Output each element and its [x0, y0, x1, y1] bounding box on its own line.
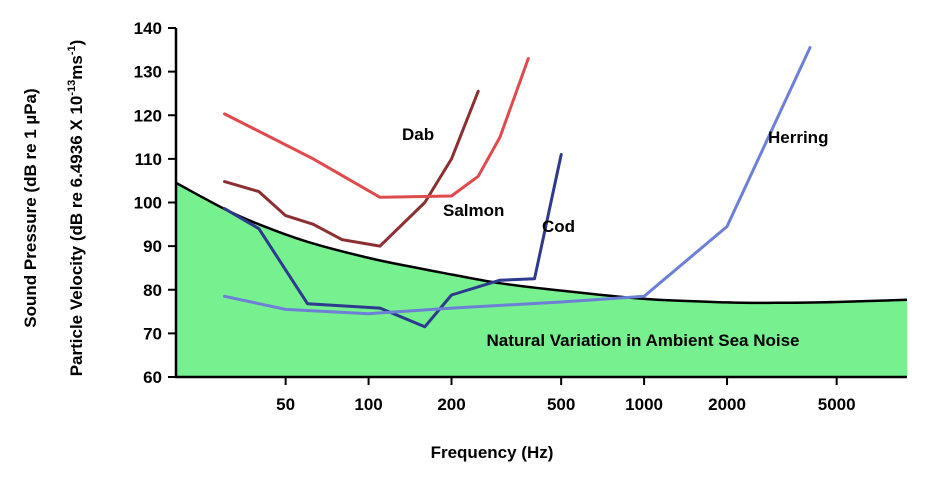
ambient-noise-region — [176, 182, 907, 377]
x-tick-label: 5000 — [818, 395, 856, 414]
series-line-dab — [223, 89, 480, 248]
series-line-herring — [223, 46, 812, 316]
y-tick-label: 90 — [143, 237, 162, 256]
y-tick-label: 60 — [143, 368, 162, 387]
y-axis-title-inner: Particle Velocity (dB re 6.4936 X 10-13m… — [66, 40, 86, 377]
y-tick-label: 140 — [134, 19, 162, 38]
series-line-cod — [223, 153, 563, 329]
y-ticks: 60 70 80 90 100 110 120 130 140 — [134, 19, 176, 387]
y-tick-label: 100 — [134, 194, 162, 213]
x-ticks: 50 100 200 500 1000 2000 5000 — [276, 377, 856, 414]
region-label: Natural Variation in Ambient Sea Noise — [486, 331, 799, 350]
x-tick-label: 200 — [437, 395, 465, 414]
y-tick-label: 120 — [134, 106, 162, 125]
x-tick-label: 50 — [276, 395, 295, 414]
y-tick-label: 70 — [143, 324, 162, 343]
y-axis-title-outer: Sound Pressure (dB re 1 µPa) — [21, 88, 40, 327]
series-label-herring: Herring — [768, 128, 828, 147]
y-tick-label: 130 — [134, 63, 162, 82]
ambient-noise-boundary — [175, 181, 908, 305]
y-tick-label: 80 — [143, 281, 162, 300]
x-tick-label: 500 — [547, 395, 575, 414]
series-label-dab: Dab — [402, 125, 434, 144]
series-label-cod: Cod — [542, 217, 575, 236]
x-axis-title: Frequency (Hz) — [431, 443, 554, 462]
series-line-salmon — [223, 57, 530, 199]
series-layer — [223, 46, 812, 329]
x-tick-label: 1000 — [625, 395, 663, 414]
series-label-salmon: Salmon — [443, 201, 504, 220]
x-tick-label: 100 — [354, 395, 382, 414]
y-tick-label: 110 — [135, 150, 162, 169]
x-tick-label: 2000 — [708, 395, 746, 414]
